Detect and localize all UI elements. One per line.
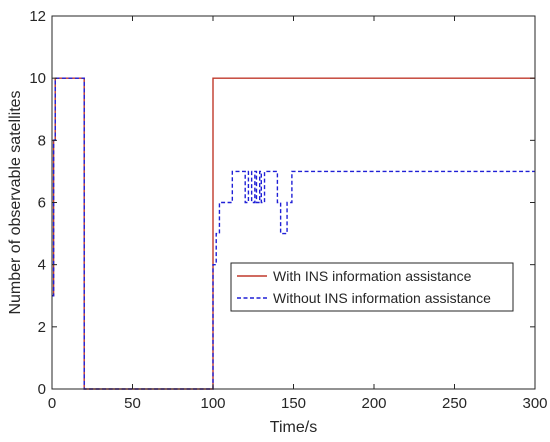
axis-ticks: 0 50 100 150 200 250 300 0 2 4 6 8 10 12 xyxy=(29,8,547,412)
x-tick-label: 250 xyxy=(442,395,467,412)
x-tick-label: 200 xyxy=(361,395,386,412)
x-tick-label: 100 xyxy=(200,395,225,412)
y-tick-label: 2 xyxy=(38,319,46,336)
legend: With INS information assistance Without I… xyxy=(230,262,514,312)
y-axis-label: Number of observable satellites xyxy=(7,90,24,314)
legend-label-1: With INS information assistance xyxy=(273,268,472,284)
legend-label-2: Without INS information assistance xyxy=(273,290,491,306)
legend-box xyxy=(230,262,514,312)
y-tick-label: 12 xyxy=(29,8,46,25)
y-tick-label: 4 xyxy=(38,257,46,274)
x-tick-label: 300 xyxy=(522,395,547,412)
series-line-2 xyxy=(52,77,535,390)
x-tick-label: 50 xyxy=(124,395,141,412)
x-tick-label: 150 xyxy=(281,395,306,412)
series-lines xyxy=(52,77,535,390)
y-tick-label: 6 xyxy=(38,195,46,212)
y-tick-label: 10 xyxy=(29,70,46,87)
plot-area-frame xyxy=(51,15,536,390)
series-line-1 xyxy=(52,77,535,390)
x-tick-label: 0 xyxy=(48,395,56,412)
y-tick-label: 0 xyxy=(38,381,46,398)
y-tick-label: 8 xyxy=(38,132,46,149)
x-axis-label: Time/s xyxy=(270,419,317,436)
